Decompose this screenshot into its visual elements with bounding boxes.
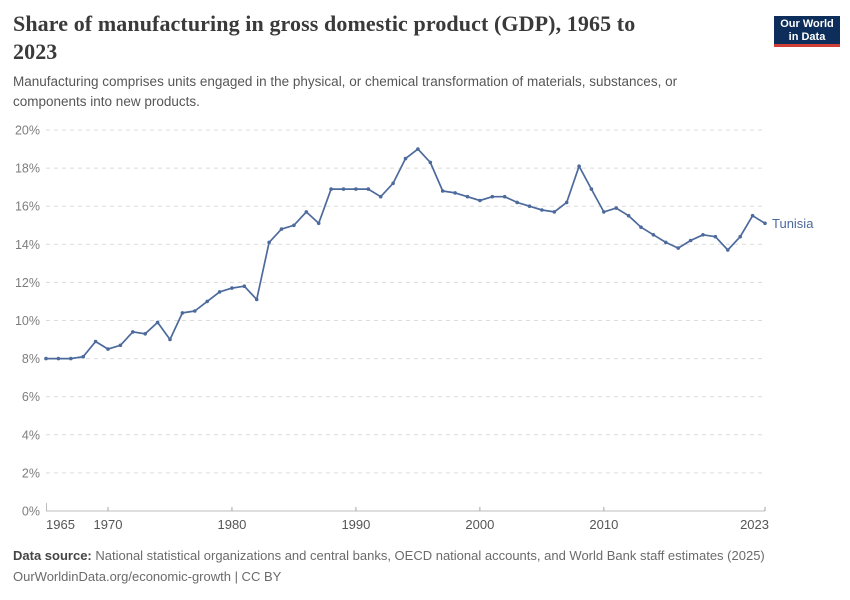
owid-logo-line2: in Data (788, 30, 826, 43)
data-point-marker (738, 234, 742, 239)
data-point-marker (688, 238, 693, 243)
y-tick-label: 18% (15, 162, 40, 176)
license-line: OurWorldinData.org/economic-growth | CC … (13, 569, 282, 584)
y-tick-label: 20% (15, 124, 40, 138)
x-tick-label: 1965 (46, 517, 75, 532)
data-point-marker (205, 299, 209, 304)
data-point-marker (552, 210, 557, 214)
data-point-marker (440, 189, 445, 193)
data-point-marker (428, 160, 433, 165)
x-tick-label: 2000 (465, 517, 494, 532)
y-tick-label: 6% (22, 390, 40, 404)
data-point-marker (155, 320, 160, 325)
series-line-tunisia (46, 148, 766, 360)
data-point-marker (701, 233, 705, 237)
data-point-marker (676, 246, 680, 250)
data-point-marker (626, 213, 631, 218)
y-tick-label: 2% (22, 466, 40, 480)
data-point-marker (416, 147, 420, 151)
data-point-marker (44, 356, 48, 361)
y-tick-label: 12% (15, 276, 40, 290)
x-tick-label: 1980 (217, 517, 246, 532)
line-chart-svg: 0% 2% 4% 6% 8% 10% 12% 14% 16% 18% 20% 1965 1970 1980… (15, 124, 814, 533)
data-source-label: Data source: (13, 548, 92, 563)
data-point-marker (143, 332, 147, 336)
data-point-marker (168, 337, 172, 342)
data-point-marker (602, 210, 606, 214)
data-point-marker (193, 309, 197, 313)
data-point-marker (69, 356, 73, 361)
data-point-marker (750, 213, 755, 218)
data-point-marker (577, 164, 581, 168)
data-point-marker (478, 198, 482, 203)
data-point-marker (230, 286, 234, 290)
data-point-marker (254, 297, 259, 302)
data-point-marker (527, 204, 532, 208)
y-tick-label: 10% (15, 314, 40, 328)
data-point-marker (329, 187, 333, 191)
data-point-marker (651, 233, 656, 237)
x-tick-label: 2010 (589, 517, 618, 532)
data-point-marker (453, 191, 457, 195)
data-point-marker (614, 206, 618, 210)
y-tick-label: 16% (15, 200, 40, 214)
data-source-line: Data source: National statistical organi… (13, 545, 833, 566)
data-point-marker (341, 187, 346, 191)
data-point-marker (465, 194, 470, 199)
data-point-marker (713, 234, 718, 239)
x-tick-label: 2023 (740, 517, 769, 532)
data-point-marker (93, 339, 98, 344)
data-point-marker (639, 225, 643, 229)
data-point-marker (391, 181, 395, 186)
data-point-marker (81, 354, 85, 359)
data-point-marker (515, 200, 519, 205)
data-source-text: National statistical organizations and c… (95, 548, 765, 563)
data-point-marker (664, 240, 668, 245)
data-point-marker (354, 187, 358, 191)
data-point-marker (56, 356, 61, 361)
data-point-marker (131, 330, 135, 334)
y-tick-label: 0% (22, 505, 40, 519)
line-chart: 0% 2% 4% 6% 8% 10% 12% 14% 16% 18% 20% 1965 1970 1980… (0, 118, 850, 538)
owid-logo-line1: Our World (780, 18, 834, 30)
data-point-marker (267, 240, 271, 245)
data-point-marker (726, 248, 730, 252)
data-point-marker (366, 187, 371, 191)
data-point-marker (502, 194, 507, 199)
data-point-marker (292, 223, 296, 228)
y-tick-label: 8% (22, 352, 40, 366)
data-point-marker (118, 343, 123, 348)
data-point-marker (316, 221, 321, 226)
data-point-marker (763, 221, 767, 226)
page-title: Share of manufacturing in gross domestic… (13, 11, 636, 64)
data-point-marker (106, 347, 110, 351)
data-point-marker (589, 187, 594, 191)
chart-footer: Data source: National statistical organi… (13, 545, 833, 587)
x-tick-label: 1970 (94, 517, 123, 532)
data-point-marker (242, 284, 247, 288)
y-tick-label: 14% (15, 238, 40, 252)
x-tick-label: 1990 (341, 517, 370, 532)
data-point-marker (217, 290, 222, 294)
y-tick-label: 4% (22, 428, 40, 442)
data-point-marker (403, 156, 408, 161)
data-point-marker (180, 311, 185, 315)
data-point-marker (564, 200, 569, 205)
owid-logo: Our World in Data (774, 16, 840, 47)
data-point-marker (279, 227, 284, 231)
data-point-marker (378, 194, 383, 199)
data-point-marker (540, 208, 544, 212)
data-point-marker (490, 194, 495, 199)
series-label: Tunisia (772, 216, 814, 231)
data-point-marker (304, 210, 309, 214)
chart-subtitle: Manufacturing comprises units engaged in… (13, 74, 678, 109)
